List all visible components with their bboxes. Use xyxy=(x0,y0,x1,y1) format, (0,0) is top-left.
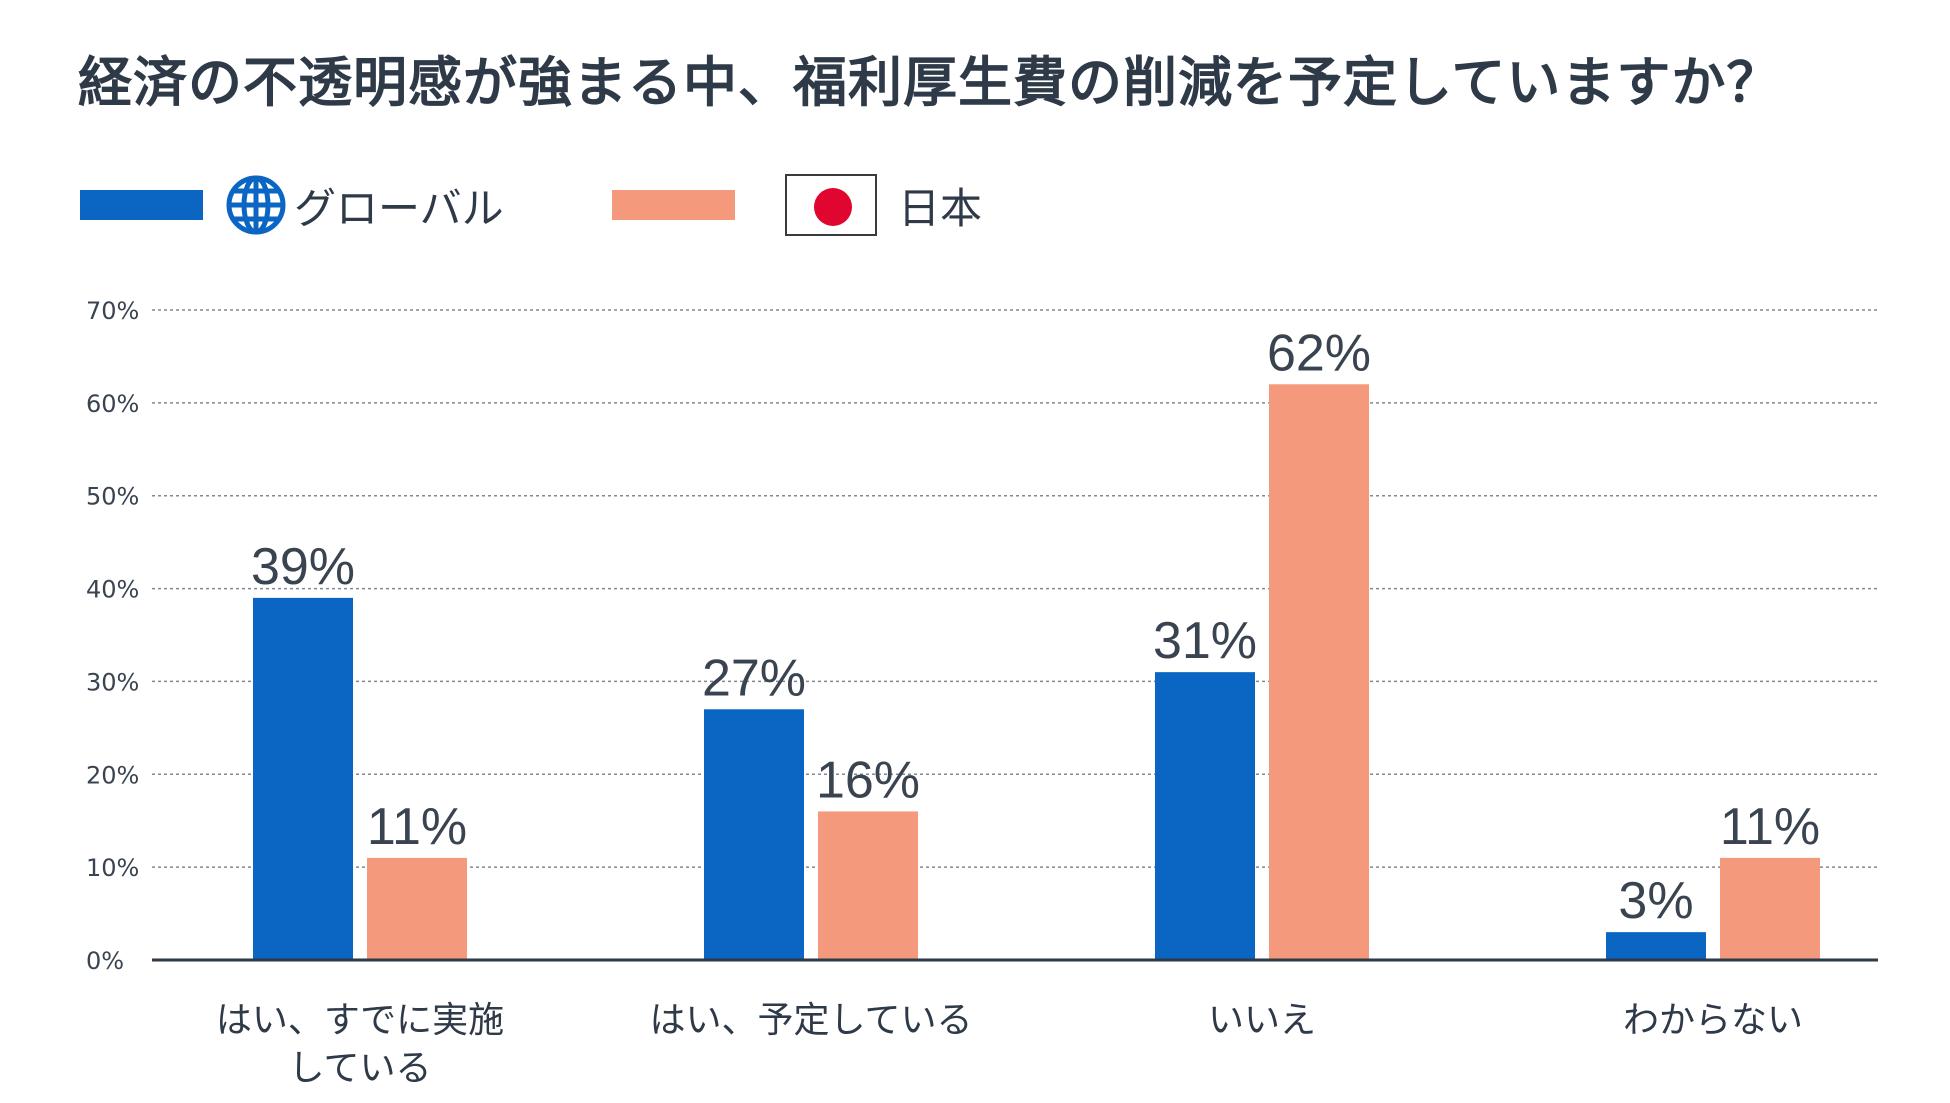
globe-icon xyxy=(225,174,287,236)
legend-label-japan: 日本 xyxy=(898,184,983,233)
y-tick-label: 50% xyxy=(86,483,139,511)
data-label: 11% xyxy=(367,798,467,856)
data-label: 39% xyxy=(251,538,355,596)
bar-global xyxy=(704,709,804,960)
category-label: はい、予定している xyxy=(650,1000,973,1041)
category-label: はい、すでに実施 xyxy=(216,1000,504,1041)
japan-flag-icon xyxy=(785,174,877,236)
y-tick-label: 70% xyxy=(86,297,139,325)
bar-japan xyxy=(1720,857,1820,960)
data-label: 11% xyxy=(1720,798,1820,856)
bar-global xyxy=(253,597,353,960)
legend-swatch-japan xyxy=(612,190,735,220)
category-label: している xyxy=(289,1048,432,1089)
legend-swatch-global xyxy=(80,190,203,220)
data-label: 16% xyxy=(816,751,920,809)
y-tick-label: 30% xyxy=(86,668,139,696)
bar-japan xyxy=(818,811,918,960)
data-label: 3% xyxy=(1618,872,1693,930)
bar-japan xyxy=(367,857,467,960)
data-label: 27% xyxy=(702,649,806,707)
y-tick-label: 60% xyxy=(86,390,139,418)
bar-japan xyxy=(1269,384,1369,960)
data-label: 62% xyxy=(1267,324,1371,382)
y-tick-label: 10% xyxy=(86,854,139,882)
y-tick-label: 20% xyxy=(86,761,139,789)
category-label: いいえ xyxy=(1208,1000,1316,1041)
y-tick-label: 0% xyxy=(86,947,124,975)
legend-label-global: グローバル xyxy=(294,184,504,233)
bar-global xyxy=(1606,932,1706,960)
bar-global xyxy=(1155,672,1255,960)
data-label: 31% xyxy=(1153,612,1257,670)
y-tick-label: 40% xyxy=(86,576,139,604)
flag-red-disc xyxy=(814,188,852,226)
category-label: わからない xyxy=(1623,1000,1803,1041)
chart-title: 経済の不透明感が強まる中、福利厚生費の削減を予定していますか？ xyxy=(78,51,1782,114)
